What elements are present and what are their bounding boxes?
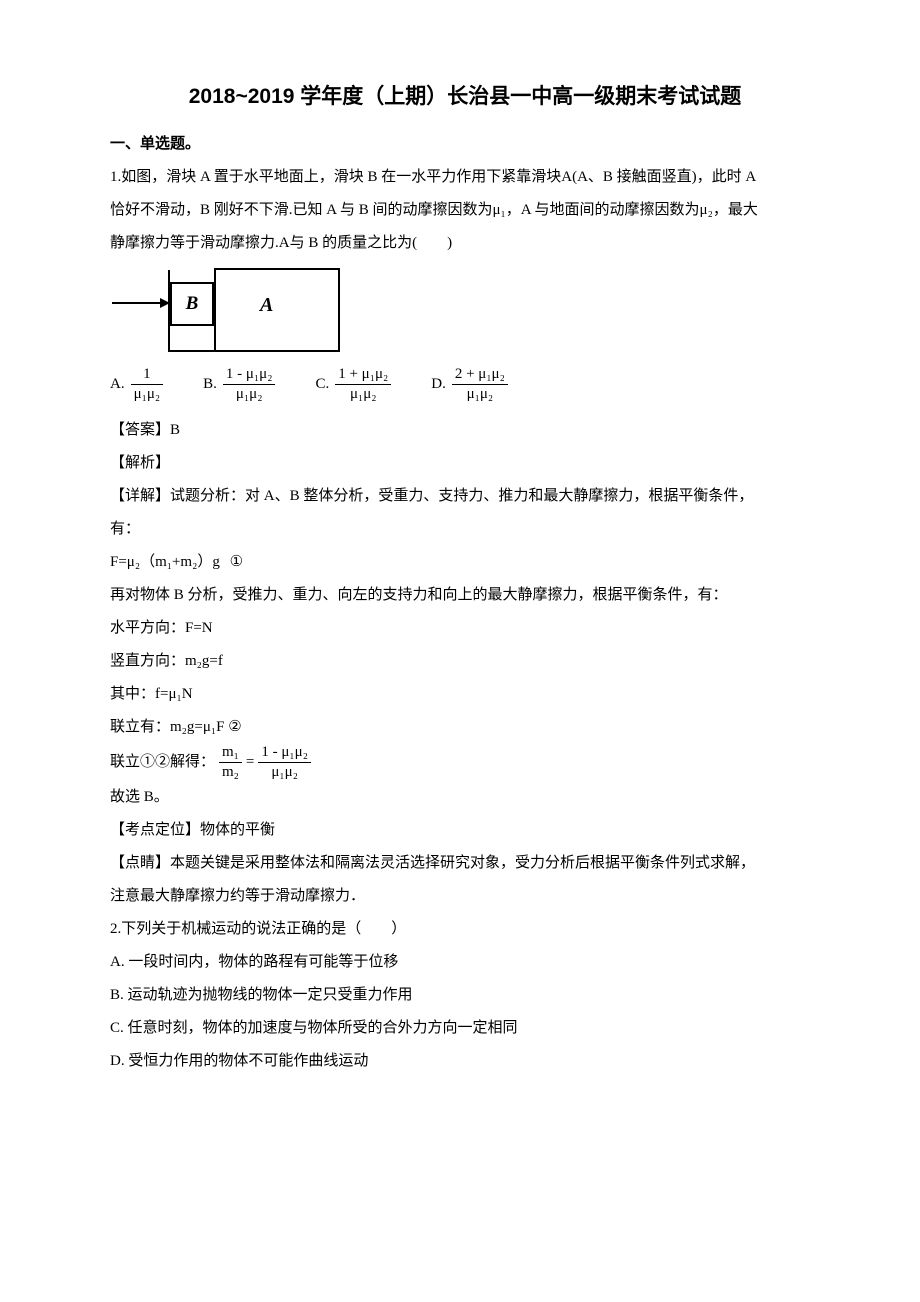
- q1-figure: B A: [168, 270, 340, 352]
- block-b-label: B: [170, 282, 214, 326]
- q1-horiz: 水平方向：F=N: [110, 612, 820, 645]
- page-title: 2018~2019 学年度（上期）长治县一中高一级期末考试试题: [110, 80, 820, 110]
- fraction-numerator: m₁: [219, 744, 242, 761]
- choice-c: C. 1 + μ₁μ₂ μ₁μ₂: [315, 366, 391, 404]
- block-a-label: A: [260, 294, 273, 317]
- q1-where: 其中：f=μ₁N: [110, 678, 820, 711]
- q2-choice-a: A. 一段时间内，物体的路程有可能等于位移: [110, 946, 820, 979]
- fraction-numerator: 1: [140, 366, 154, 383]
- fraction-bar: [219, 762, 242, 763]
- equation-text: F=μ₂（m₁+m₂）g: [110, 554, 220, 570]
- choice-b-label: B.: [203, 376, 217, 393]
- q1-dianjing: 【点睛】本题关键是采用整体法和隔离法灵活选择研究对象，受力分析后根据平衡条件列式…: [110, 847, 820, 880]
- choice-a-fraction: 1 μ₁μ₂: [131, 366, 164, 404]
- page: 2018~2019 学年度（上期）长治县一中高一级期末考试试题 一、单选题。 1…: [0, 0, 920, 1138]
- q1-detail: 有：: [110, 513, 820, 546]
- choice-c-fraction: 1 + μ₁μ₂ μ₁μ₂: [335, 366, 391, 404]
- fraction-denominator: μ₁μ₂: [464, 386, 497, 403]
- force-arrow-icon: [112, 298, 170, 308]
- fraction-bar: [223, 384, 276, 385]
- q1-combine: 联立有：m₂g=μ₁F ②: [110, 711, 820, 744]
- q1-kaodian: 【考点定位】物体的平衡: [110, 814, 820, 847]
- q2-choice-b: B. 运动轨迹为抛物线的物体一定只受重力作用: [110, 979, 820, 1012]
- choice-a-label: A.: [110, 376, 125, 393]
- fraction-bar: [131, 384, 164, 385]
- q1-so: 故选 B。: [110, 781, 820, 814]
- q1-vert: 竖直方向：m₂g=f: [110, 645, 820, 678]
- fraction-denominator: μ₁μ₂: [347, 386, 380, 403]
- equals-sign: =: [246, 746, 254, 779]
- choice-b-fraction: 1 - μ₁μ₂ μ₁μ₂: [223, 366, 276, 404]
- fraction-bar: [258, 762, 311, 763]
- solve-frac-right: 1 - μ₁μ₂ μ₁μ₂: [258, 744, 311, 782]
- fraction-bar: [452, 384, 508, 385]
- q1-stem-line: 1.如图，滑块 A 置于水平地面上，滑块 B 在一水平力作用下紧靠滑块A(A、B…: [110, 161, 820, 194]
- fraction-denominator: m₂: [219, 764, 242, 781]
- q1-dianjing: 注意最大静摩擦力约等于滑动摩擦力．: [110, 880, 820, 913]
- fraction-numerator: 1 + μ₁μ₂: [335, 366, 391, 383]
- q1-choices: A. 1 μ₁μ₂ B. 1 - μ₁μ₂ μ₁μ₂ C. 1 + μ₁μ₂ μ…: [110, 366, 820, 404]
- q2-choice-c: C. 任意时刻，物体的加速度与物体所受的合外力方向一定相同: [110, 1012, 820, 1045]
- fraction-denominator: μ₁μ₂: [268, 764, 301, 781]
- choice-d: D. 2 + μ₁μ₂ μ₁μ₂: [431, 366, 508, 404]
- q1-explain-head: 【解析】: [110, 447, 820, 480]
- q1-detail: 再对物体 B 分析，受推力、重力、向左的支持力和向上的最大静摩擦力，根据平衡条件…: [110, 579, 820, 612]
- equation-marker: ①: [230, 554, 243, 570]
- fraction-denominator: μ₁μ₂: [233, 386, 266, 403]
- choice-c-label: C.: [315, 376, 329, 393]
- q2-choice-d: D. 受恒力作用的物体不可能作曲线运动: [110, 1045, 820, 1078]
- fraction-denominator: μ₁μ₂: [131, 386, 164, 403]
- figure-top-border: [214, 268, 340, 270]
- fraction-bar: [335, 384, 391, 385]
- fraction-numerator: 2 + μ₁μ₂: [452, 366, 508, 383]
- solve-prefix: 联立①②解得：: [110, 746, 215, 779]
- choice-a: A. 1 μ₁μ₂: [110, 366, 163, 404]
- section-heading: 一、单选题。: [110, 128, 820, 161]
- fraction-numerator: 1 - μ₁μ₂: [258, 744, 311, 761]
- q1-stem-line: 静摩擦力等于滑动摩擦力.A与 B 的质量之比为( ): [110, 227, 820, 260]
- q1-solve: 联立①②解得： m₁ m₂ = 1 - μ₁μ₂ μ₁μ₂: [110, 744, 820, 782]
- choice-d-label: D.: [431, 376, 446, 393]
- fraction-numerator: 1 - μ₁μ₂: [223, 366, 276, 383]
- choice-d-fraction: 2 + μ₁μ₂ μ₁μ₂: [452, 366, 508, 404]
- q2-stem: 2.下列关于机械运动的说法正确的是（ ）: [110, 913, 820, 946]
- q1-answer: 【答案】B: [110, 414, 820, 447]
- choice-b: B. 1 - μ₁μ₂ μ₁μ₂: [203, 366, 275, 404]
- q1-eq1: F=μ₂（m₁+m₂）g ①: [110, 546, 820, 579]
- q1-detail: 【详解】试题分析：对 A、B 整体分析，受重力、支持力、推力和最大静摩擦力，根据…: [110, 480, 820, 513]
- solve-frac-left: m₁ m₂: [219, 744, 242, 782]
- figure-divider: [214, 268, 216, 352]
- q1-stem-line: 恰好不滑动，B 刚好不下滑.已知 A 与 B 间的动摩擦因数为μ₁，A 与地面间…: [110, 194, 820, 227]
